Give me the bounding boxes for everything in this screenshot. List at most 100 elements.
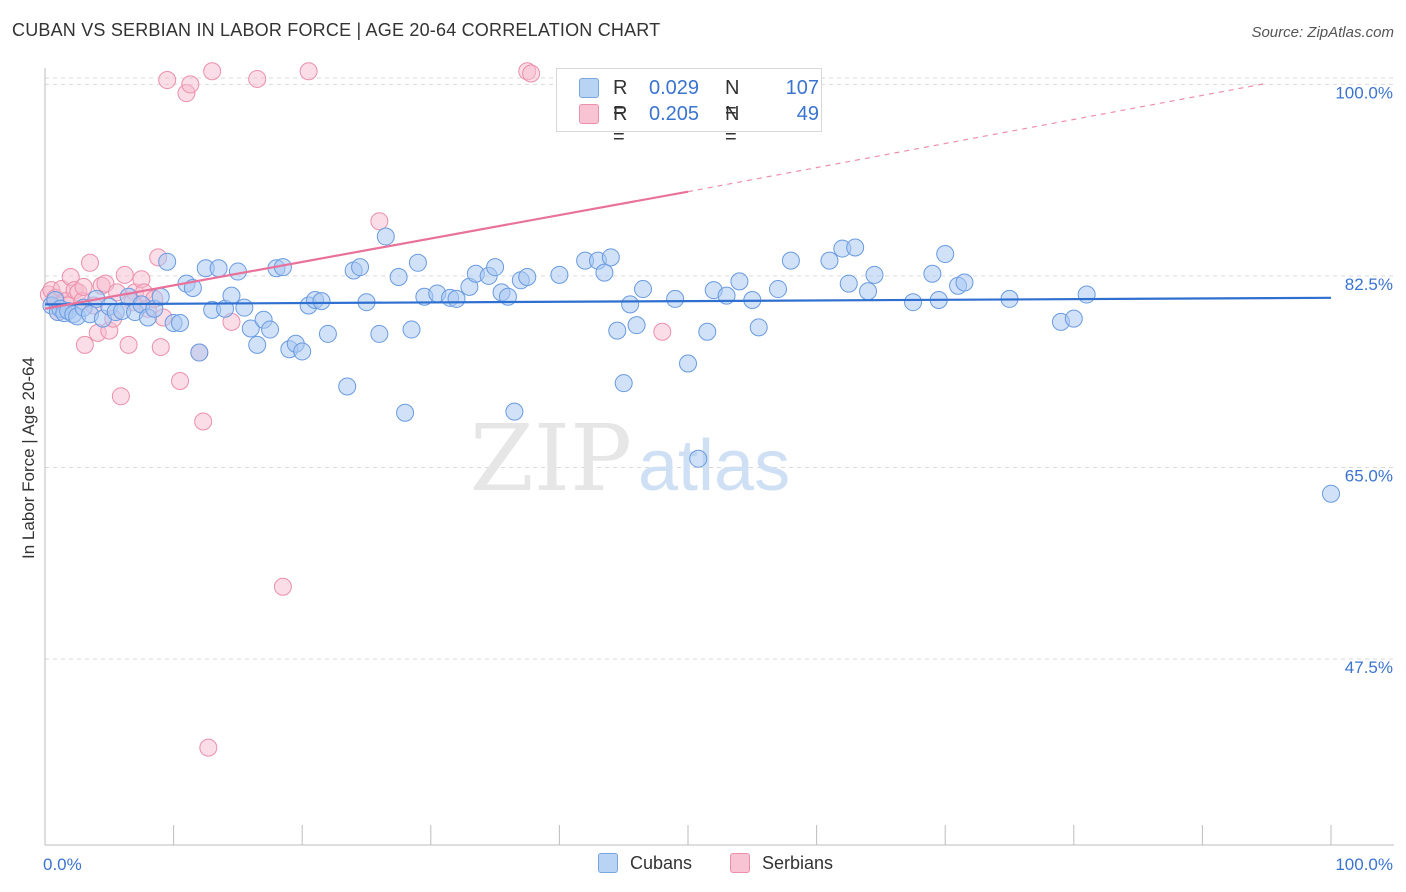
serbian-point [115, 265, 134, 284]
serbians-trend-extension [687, 82, 1267, 193]
serbian-point [370, 212, 389, 231]
watermark-zip: ZIP [470, 405, 632, 512]
serbian-point [151, 338, 170, 357]
cuban-point [408, 253, 427, 272]
serbians-swatch [579, 104, 599, 124]
cuban-point [614, 374, 633, 393]
cuban-point [627, 316, 646, 335]
correlation-legend: R = 0.029 N = 107 R = 0.205 N = 49 [556, 68, 822, 148]
cubans-series [42, 227, 1340, 503]
r-label: R = [613, 103, 628, 148]
serbian-point [171, 371, 190, 390]
serbians-legend-swatch [730, 853, 750, 873]
cuban-point [486, 258, 505, 277]
serbian-point [119, 335, 138, 354]
cuban-point [222, 286, 241, 305]
r-label: R = [613, 77, 628, 122]
n-label: N = [725, 103, 740, 148]
cuban-point [666, 289, 685, 308]
y-tick-label: 65.0% [1345, 466, 1393, 485]
watermark: ZIP atlas [470, 405, 790, 512]
cubans-trend-line [44, 296, 1332, 306]
cuban-point [248, 335, 267, 354]
serbian-point [81, 253, 100, 272]
cuban-point [769, 280, 788, 299]
n-value: 49 [796, 103, 819, 125]
cuban-point [318, 324, 337, 343]
serbian-point [194, 412, 213, 431]
cuban-point [389, 268, 408, 287]
serbian-point [111, 387, 130, 406]
serbian-point [299, 62, 318, 81]
serbian-point [653, 322, 672, 341]
cuban-point [904, 293, 923, 312]
y-tick-label: 100.0% [1335, 83, 1393, 102]
cuban-point [261, 320, 280, 339]
x-tick-label: 100.0% [1335, 855, 1393, 874]
cuban-point [1064, 309, 1083, 328]
serbian-point [522, 64, 541, 83]
cuban-point [839, 274, 858, 293]
serbian-point [74, 277, 93, 296]
gridlines [45, 77, 1394, 660]
serbians-trend-line [44, 190, 689, 310]
source-label: Source: ZipAtlas.com [1251, 24, 1394, 41]
cuban-point [689, 449, 708, 468]
x-tick-label: 0.0% [43, 855, 82, 874]
y-tick-label: 47.5% [1345, 658, 1393, 677]
y-axis-label: In Labor Force | Age 20-64 [19, 357, 38, 559]
cuban-point [936, 245, 955, 264]
cuban-point [865, 265, 884, 284]
serbian-point [158, 71, 177, 90]
r-value: 0.205 [649, 103, 700, 125]
serbian-point [181, 75, 200, 94]
cuban-point [859, 282, 878, 301]
axes [44, 68, 1394, 846]
serbian-point [199, 738, 218, 757]
cuban-point [679, 354, 697, 373]
cuban-point [447, 289, 466, 308]
trend-lines [44, 82, 1332, 310]
y-tick-label: 82.5% [1345, 275, 1393, 294]
cubans-legend-swatch [598, 853, 618, 873]
cubans-legend-label: Cubans [630, 853, 693, 873]
cuban-point [923, 264, 942, 283]
cuban-point [730, 272, 749, 291]
cuban-point [190, 343, 209, 362]
cuban-point [235, 298, 254, 317]
serbian-point [203, 62, 222, 81]
cuban-point [158, 252, 177, 271]
cuban-point [621, 295, 640, 314]
cuban-point [1077, 285, 1096, 304]
serbian-point [75, 335, 94, 354]
r-value: 0.029 [649, 77, 700, 99]
cuban-point [633, 280, 652, 299]
cuban-point [209, 259, 228, 278]
cuban-point [781, 251, 800, 270]
serbian-point [273, 577, 292, 596]
cuban-point [241, 319, 260, 338]
cuban-point [312, 292, 331, 311]
cuban-point [601, 248, 620, 267]
cuban-point [749, 318, 768, 337]
cuban-point [955, 273, 974, 292]
cuban-point [338, 377, 357, 396]
cuban-point [518, 268, 537, 287]
cuban-point [402, 320, 421, 339]
cuban-point [293, 342, 312, 361]
cuban-point [370, 324, 389, 343]
cuban-point [550, 265, 569, 284]
tick-labels: 100.0% 82.5% 65.0% 47.5% 0.0% 100.0% [43, 83, 1393, 874]
cuban-point [1322, 484, 1340, 503]
cuban-point [171, 313, 190, 332]
n-value: 107 [785, 77, 819, 99]
cuban-point [396, 403, 415, 422]
serbian-point [248, 69, 267, 88]
cuban-point [820, 251, 839, 270]
cuban-point [595, 263, 614, 282]
cuban-point [698, 322, 717, 341]
cuban-point [846, 238, 865, 257]
cuban-point [376, 227, 395, 246]
serbians-legend-label: Serbians [762, 853, 834, 873]
